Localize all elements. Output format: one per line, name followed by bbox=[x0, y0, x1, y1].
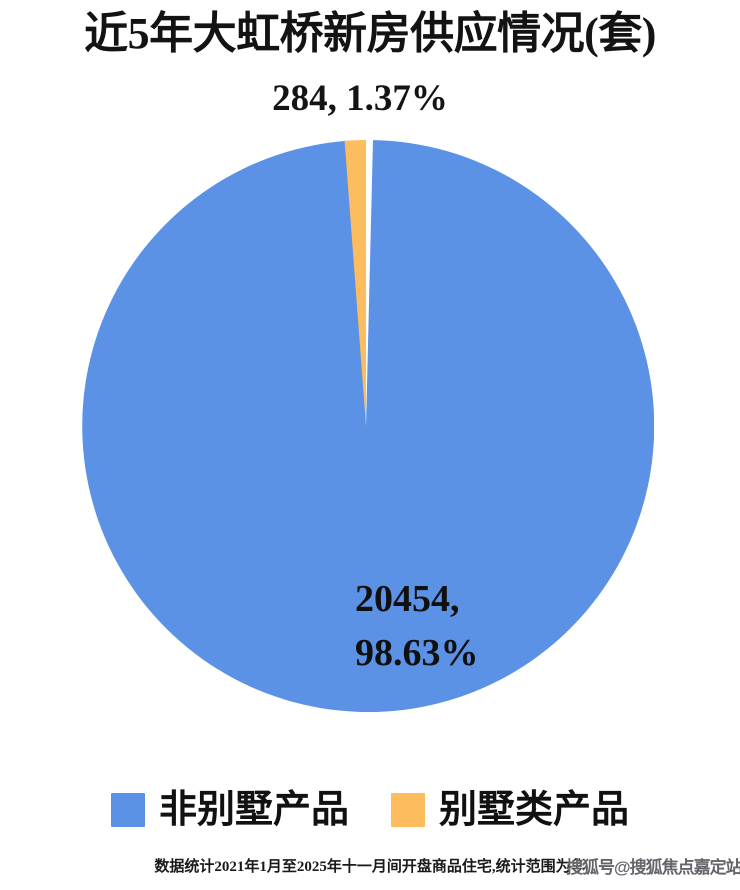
slice-data-label-non-villa: 20454, 98.63% bbox=[355, 572, 565, 680]
chart-footnote: 数据统计2021年1月至2025年十一月间开盘商品住宅,统计范围为华 bbox=[154, 859, 586, 875]
legend-item-non-villa[interactable]: 非别墅产品 bbox=[110, 788, 349, 832]
legend-label-non-villa: 非别墅产品 bbox=[158, 789, 349, 831]
slice-data-label-value: 20454, bbox=[355, 578, 460, 620]
page-title: 近5年大虹桥新房供应情况(套) bbox=[84, 9, 656, 58]
legend-swatch-icon-villa bbox=[391, 793, 425, 827]
legend-item-villa[interactable]: 别墅类产品 bbox=[391, 788, 629, 832]
slice-data-label-percent: 98.63% bbox=[355, 632, 479, 674]
pie-slice-villa[interactable] bbox=[344, 140, 366, 426]
chart-legend: 非别墅产品 别墅类产品 bbox=[0, 788, 740, 832]
legend-swatch-icon-non-villa bbox=[110, 793, 145, 827]
pie-svg bbox=[82, 140, 654, 712]
pie-graphic bbox=[78, 138, 654, 714]
pie-slice-non-villa[interactable] bbox=[82, 140, 654, 712]
slice-callout-label-villa: 284, 1.37% bbox=[272, 78, 448, 119]
legend-label-villa: 别墅类产品 bbox=[439, 789, 630, 831]
